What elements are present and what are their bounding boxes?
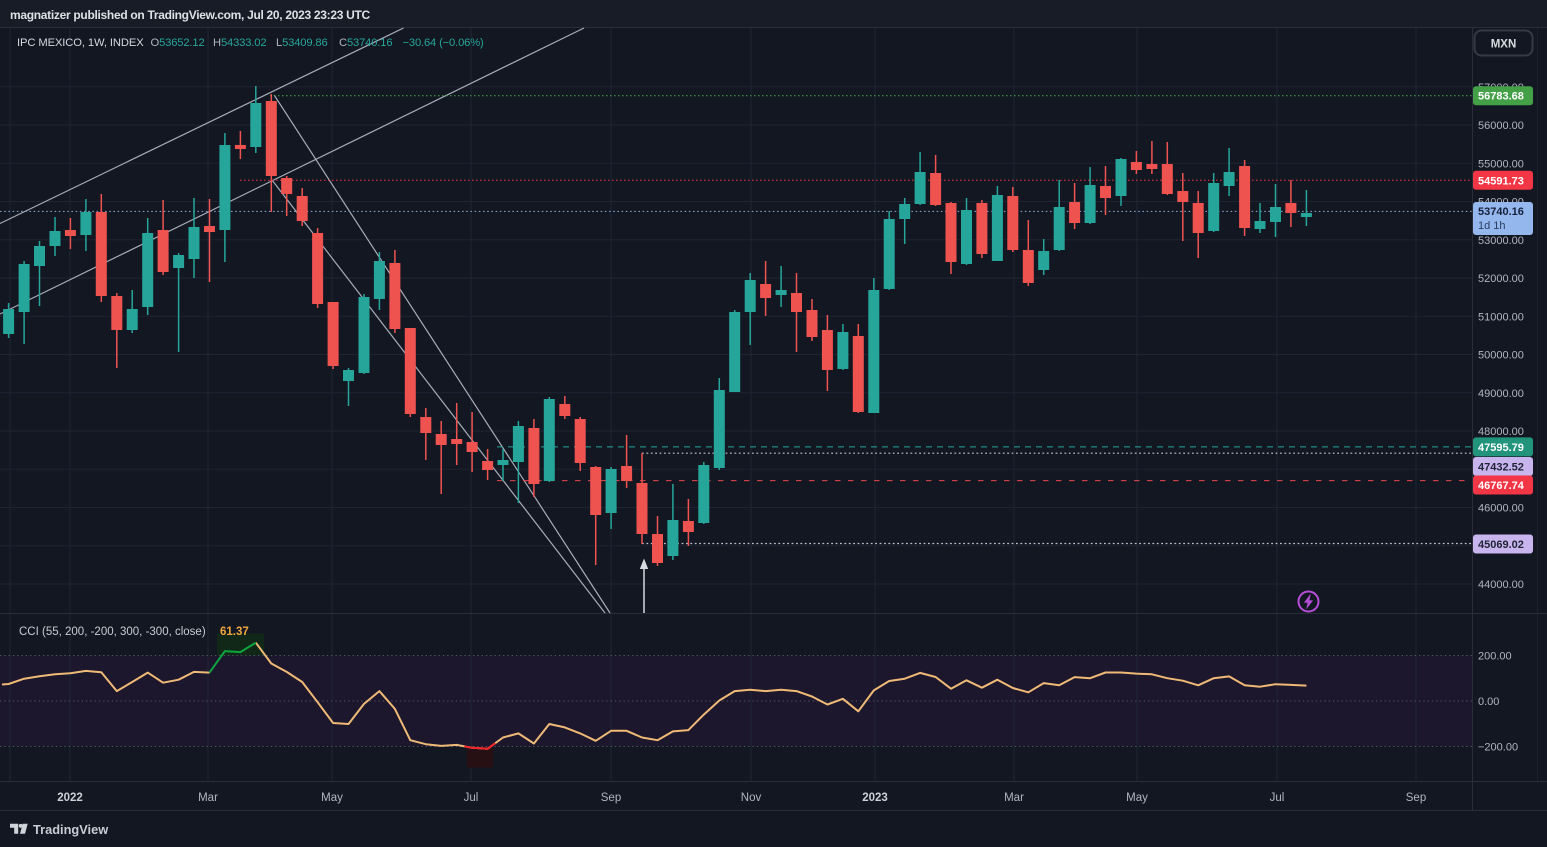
svg-text:Sep: Sep bbox=[601, 792, 621, 804]
svg-text:IPC MEXICO, 1W, INDEX: IPC MEXICO, 1W, INDEX bbox=[17, 37, 144, 49]
svg-text:49000.00: 49000.00 bbox=[1478, 388, 1524, 400]
svg-text:53740.16: 53740.16 bbox=[1478, 206, 1524, 218]
svg-text:48000.00: 48000.00 bbox=[1478, 426, 1524, 438]
svg-text:47595.79: 47595.79 bbox=[1478, 442, 1524, 454]
svg-text:55000.00: 55000.00 bbox=[1478, 158, 1524, 170]
svg-text:50000.00: 50000.00 bbox=[1478, 350, 1524, 362]
svg-text:0.00: 0.00 bbox=[1478, 696, 1499, 708]
svg-text:200.00: 200.00 bbox=[1478, 651, 1512, 663]
svg-text:61.37: 61.37 bbox=[220, 626, 249, 638]
svg-text:Jul: Jul bbox=[1270, 792, 1285, 804]
svg-text:Sep: Sep bbox=[1406, 792, 1426, 804]
svg-text:Nov: Nov bbox=[741, 792, 762, 804]
svg-text:56783.68: 56783.68 bbox=[1478, 91, 1524, 103]
svg-text:44000.00: 44000.00 bbox=[1478, 579, 1524, 591]
svg-text:53000.00: 53000.00 bbox=[1478, 235, 1524, 247]
svg-text:CCI (55, 200, -200, 300, -300,: CCI (55, 200, -200, 300, -300, close) bbox=[19, 626, 206, 638]
svg-text:46767.74: 46767.74 bbox=[1478, 480, 1525, 492]
svg-text:45069.02: 45069.02 bbox=[1478, 539, 1524, 551]
svg-text:47432.52: 47432.52 bbox=[1478, 462, 1524, 474]
svg-text:MXN: MXN bbox=[1491, 39, 1517, 51]
svg-text:2023: 2023 bbox=[862, 792, 888, 804]
svg-text:54591.73: 54591.73 bbox=[1478, 175, 1524, 187]
svg-text:Mar: Mar bbox=[198, 792, 218, 804]
svg-text:TradingView: TradingView bbox=[33, 822, 108, 837]
svg-text:H54333.02: H54333.02 bbox=[213, 37, 266, 49]
svg-text:O53652.12: O53652.12 bbox=[151, 37, 205, 49]
svg-text:−200.00: −200.00 bbox=[1478, 742, 1518, 754]
svg-text:Mar: Mar bbox=[1004, 792, 1024, 804]
svg-text:magnatizer published on Tradin: magnatizer published on TradingView.com,… bbox=[10, 8, 371, 22]
svg-text:L53409.86: L53409.86 bbox=[276, 37, 328, 49]
svg-text:46000.00: 46000.00 bbox=[1478, 503, 1524, 515]
svg-text:51000.00: 51000.00 bbox=[1478, 311, 1524, 323]
svg-text:56000.00: 56000.00 bbox=[1478, 120, 1524, 132]
svg-text:2022: 2022 bbox=[57, 792, 83, 804]
svg-text:Jul: Jul bbox=[464, 792, 479, 804]
svg-text:52000.00: 52000.00 bbox=[1478, 273, 1524, 285]
svg-text:C53740.16: C53740.16 bbox=[339, 37, 392, 49]
svg-text:May: May bbox=[1126, 792, 1148, 804]
svg-text:1d 1h: 1d 1h bbox=[1478, 220, 1506, 232]
svg-text:−30.64 (−0.06%): −30.64 (−0.06%) bbox=[403, 37, 485, 49]
svg-text:May: May bbox=[321, 792, 343, 804]
